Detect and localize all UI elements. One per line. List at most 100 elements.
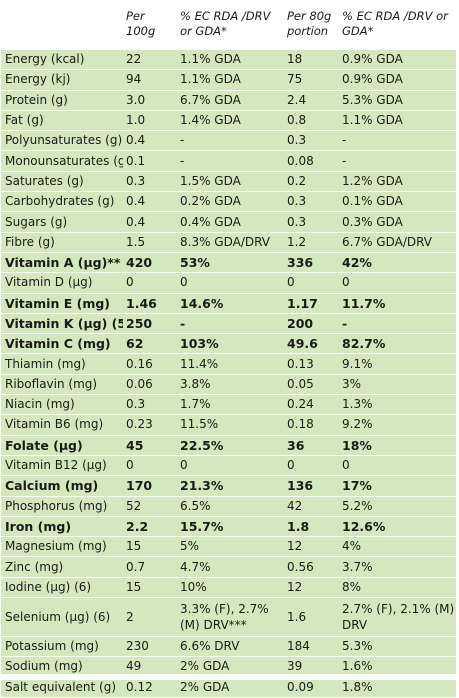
per-100g-cell: 0 [123, 272, 177, 294]
nutrient-cell: Energy (kj) [1, 69, 123, 91]
header-rda-per-100g: % EC RDA /DRV or GDA* [177, 5, 284, 50]
nutrient-cell: Iron (mg) [1, 516, 123, 538]
table-row: Riboflavin (mg) 0.06 3.8% 0.05 3% [1, 374, 456, 396]
rda-80g-cell: 0 [339, 455, 456, 477]
per-100g-cell: 170 [123, 475, 177, 497]
nutrient-cell: Potassium (mg) [1, 636, 123, 658]
rda-100g-cell: 6.6% DRV [177, 636, 284, 658]
rda-100g-cell: 3.8% [177, 374, 284, 396]
nutrient-cell: Vitamin A (µg)** [1, 252, 123, 274]
per-100g-cell: 230 [123, 636, 177, 658]
per-80g-cell: 0.8 [284, 110, 339, 132]
table-row: Folate (µg) 45 22.5% 36 18% [1, 435, 456, 456]
rda-80g-cell: 3.7% [339, 556, 456, 578]
rda-100g-cell: 4.7% [177, 556, 284, 578]
per-100g-cell: 0.4 [123, 130, 177, 152]
per-80g-cell: 42 [284, 496, 339, 517]
rda-100g-cell: 1.1% GDA [177, 69, 284, 91]
rda-80g-cell: 17% [339, 475, 456, 497]
nutrient-cell: Fibre (g) [1, 232, 123, 253]
rda-80g-cell: 2.7% (F), 2.1% (M) DRV [339, 597, 456, 638]
nutrient-cell: Energy (kcal) [1, 49, 123, 71]
per-100g-cell: 0.4 [123, 211, 177, 233]
per-100g-cell: 0.3 [123, 171, 177, 193]
per-100g-cell: 0.23 [123, 414, 177, 436]
rda-100g-cell: 5% [177, 536, 284, 558]
table-row: Calcium (mg) 170 21.3% 136 17% [1, 475, 456, 497]
per-80g-cell: 12 [284, 536, 339, 558]
nutrient-cell: Vitamin C (mg) [1, 333, 123, 355]
nutrient-cell: Saturates (g) [1, 171, 123, 193]
per-80g-cell: 18 [284, 49, 339, 71]
rda-80g-cell: 11.7% [339, 293, 456, 314]
rda-80g-cell: - [339, 313, 456, 335]
nutrient-cell: Iodine (µg) (6) [1, 577, 123, 599]
per-80g-cell: 36 [284, 435, 339, 456]
rda-100g-cell: 1.7% [177, 394, 284, 416]
rda-80g-cell: 4% [339, 536, 456, 558]
per-100g-cell: 0.06 [123, 374, 177, 396]
table-row: Thiamin (mg) 0.16 11.4% 0.13 9.1% [1, 353, 456, 375]
rda-100g-cell: - [177, 313, 284, 335]
nutrient-cell: Carbohydrates (g) [1, 191, 123, 213]
per-100g-cell: 94 [123, 69, 177, 91]
per-100g-cell: 1.0 [123, 110, 177, 132]
nutrient-cell: Niacin (mg) [1, 394, 123, 416]
per-100g-cell: 0 [123, 455, 177, 477]
table-row: Fat (g) 1.0 1.4% GDA 0.8 1.1% GDA [1, 110, 456, 132]
per-80g-cell: 0.05 [284, 374, 339, 396]
rda-80g-cell: 1.1% GDA [339, 110, 456, 132]
per-100g-cell: 52 [123, 496, 177, 517]
rda-80g-cell: 1.8% [339, 677, 456, 698]
per-80g-cell: 0 [284, 272, 339, 294]
header-per-100g: Per 100g [123, 5, 177, 50]
per-100g-cell: 1.5 [123, 232, 177, 253]
rda-80g-cell: 0.9% GDA [339, 69, 456, 91]
header-nutrient [1, 5, 123, 50]
rda-80g-cell: 18% [339, 435, 456, 456]
nutrition-table: Per 100g % EC RDA /DRV or GDA* Per 80g p… [1, 5, 456, 698]
per-100g-cell: 15 [123, 577, 177, 599]
rda-100g-cell: - [177, 150, 284, 172]
rda-100g-cell: 2% GDA [177, 677, 284, 698]
per-100g-cell: 45 [123, 435, 177, 456]
per-100g-cell: 0.12 [123, 677, 177, 698]
per-80g-cell: 0 [284, 455, 339, 477]
nutrient-cell: Vitamin B6 (mg) [1, 414, 123, 436]
per-100g-cell: 15 [123, 536, 177, 558]
nutrient-cell: Calcium (mg) [1, 475, 123, 497]
table-row: Niacin (mg) 0.3 1.7% 0.24 1.3% [1, 394, 456, 416]
nutrient-cell: Thiamin (mg) [1, 353, 123, 375]
table-row: Iron (mg) 2.2 15.7% 1.8 12.6% [1, 516, 456, 538]
rda-100g-cell: 15.7% [177, 516, 284, 538]
rda-100g-cell: 10% [177, 577, 284, 599]
rda-80g-cell: 0.3% GDA [339, 211, 456, 233]
nutrient-cell: Zinc (mg) [1, 556, 123, 578]
per-100g-cell: 0.4 [123, 191, 177, 213]
rda-80g-cell: - [339, 130, 456, 152]
rda-80g-cell: 6.7% GDA/DRV [339, 232, 456, 253]
table-row: Energy (kj) 94 1.1% GDA 75 0.9% GDA [1, 69, 456, 91]
table-row: Vitamin K (µg) (5) 250-200- [1, 313, 456, 335]
rda-80g-cell: 1.3% [339, 394, 456, 416]
per-80g-cell: 49.6 [284, 333, 339, 355]
nutrient-cell: Sodium (mg) [1, 656, 123, 678]
header-per-80g: Per 80g portion [284, 5, 339, 50]
table-row: Energy (kcal) 22 1.1% GDA 18 0.9% GDA [1, 49, 456, 71]
nutrient-cell: Vitamin D (µg) [1, 272, 123, 294]
rda-100g-cell: 21.3% [177, 475, 284, 497]
table-header: Per 100g % EC RDA /DRV or GDA* Per 80g p… [1, 5, 456, 50]
per-80g-cell: 1.2 [284, 232, 339, 253]
rda-100g-cell: 1.4% GDA [177, 110, 284, 132]
nutrient-cell: Phosphorus (mg) [1, 496, 123, 517]
per-80g-cell: 0.3 [284, 191, 339, 213]
table-row: Sodium (mg) 49 2% GDA 39 1.6% [1, 656, 456, 678]
rda-80g-cell: - [339, 150, 456, 172]
per-100g-cell: 49 [123, 656, 177, 678]
header-row: Per 100g % EC RDA /DRV or GDA* Per 80g p… [1, 5, 456, 50]
rda-80g-cell: 82.7% [339, 333, 456, 355]
per-80g-cell: 39 [284, 656, 339, 678]
per-80g-cell: 2.4 [284, 90, 339, 111]
table-row: Salt equivalent (g) 0.12 2% GDA 0.09 1.8% [1, 677, 456, 698]
table-row: Sugars (g) 0.4 0.4% GDA 0.3 0.3% GDA [1, 211, 456, 233]
